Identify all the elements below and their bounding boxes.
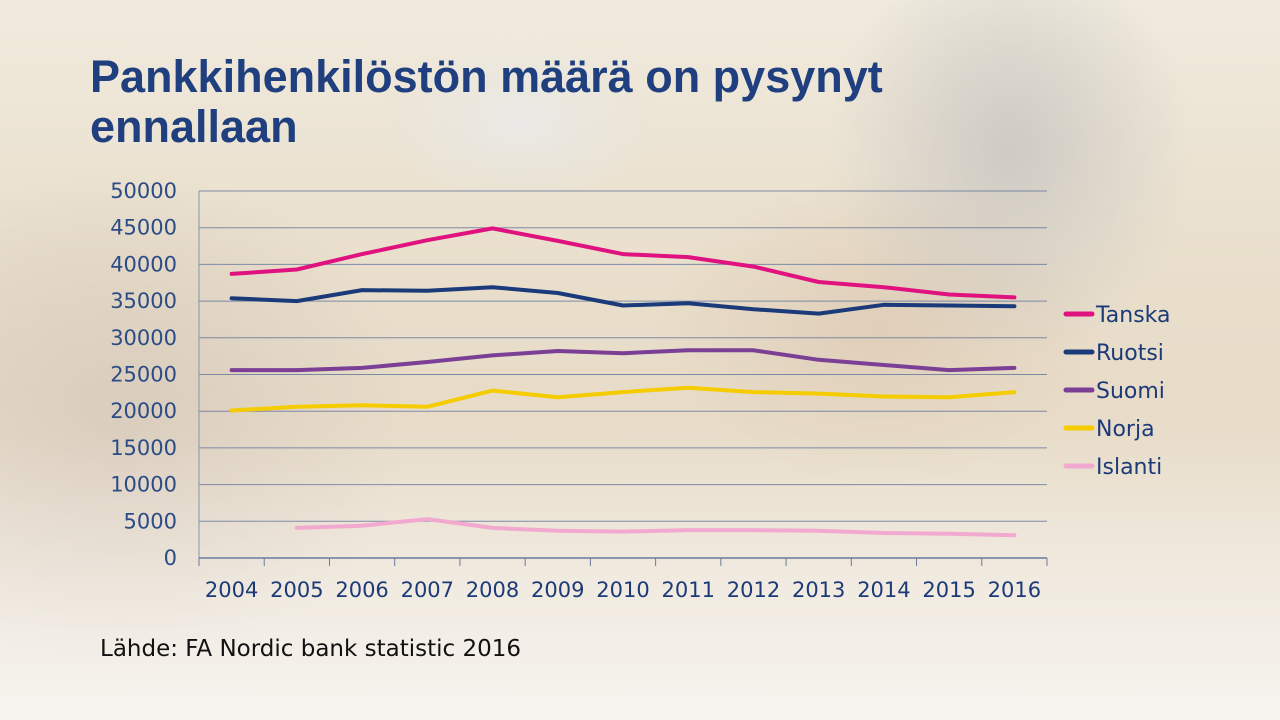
- x-tick-label: 2010: [596, 578, 649, 602]
- chart-series: [229, 226, 1017, 538]
- legend-label-tanska: Tanska: [1095, 303, 1171, 328]
- y-tick-label: 5000: [124, 509, 177, 533]
- slide-title: Pankkihenkilöstön määrä on pysynyt ennal…: [90, 51, 883, 152]
- y-tick-label: 15000: [110, 436, 177, 460]
- series-line-ruotsi: [229, 285, 1017, 316]
- y-tick-label: 10000: [110, 473, 177, 497]
- y-tick-label: 0: [164, 546, 177, 570]
- y-tick-label: 20000: [110, 399, 177, 423]
- legend-label-islanti: Islanti: [1096, 455, 1162, 480]
- x-tick-label: 2014: [857, 578, 910, 602]
- y-axis-ticks: 0 5000 10000 15000 20000 25000 30000 35000 40000…: [110, 179, 177, 570]
- legend-label-norja: Norja: [1096, 417, 1155, 442]
- x-tick-label: 2007: [401, 578, 454, 602]
- y-tick-label: 45000: [110, 216, 177, 240]
- legend-label-suomi: Suomi: [1096, 379, 1165, 404]
- y-tick-label: 25000: [110, 363, 177, 387]
- series-line-islanti: [294, 517, 1017, 538]
- x-tick-label: 2016: [988, 578, 1041, 602]
- source-note: Lähde: FA Nordic bank statistic 2016: [100, 636, 522, 662]
- x-tick-label: 2013: [792, 578, 845, 602]
- series-line-tanska: [229, 226, 1017, 300]
- y-tick-label: 35000: [110, 289, 177, 313]
- chart-grid: [199, 190, 1047, 522]
- series-line-suomi: [229, 348, 1017, 373]
- x-tick-label: 2008: [466, 578, 519, 602]
- y-tick-label: 40000: [110, 252, 177, 276]
- chart-legend: Tanska Ruotsi Suomi Norja Islanti: [1063, 303, 1171, 480]
- x-tick-label: 2012: [727, 578, 780, 602]
- x-axis-ticks: 2004 2005 2006 2007 2008 2009 2010 2011 2012 2013…: [205, 578, 1041, 602]
- x-tick-label: 2006: [335, 578, 388, 602]
- y-tick-label: 50000: [110, 179, 177, 203]
- legend-label-ruotsi: Ruotsi: [1096, 341, 1164, 366]
- x-tick-label: 2004: [205, 578, 258, 602]
- x-tick-label: 2009: [531, 578, 584, 602]
- series-line-norja: [229, 385, 1017, 413]
- x-tick-label: 2005: [270, 578, 323, 602]
- x-tick-label: 2015: [922, 578, 975, 602]
- chart-axes: [198, 191, 1048, 566]
- y-tick-label: 30000: [110, 326, 177, 350]
- x-tick-label: 2011: [662, 578, 715, 602]
